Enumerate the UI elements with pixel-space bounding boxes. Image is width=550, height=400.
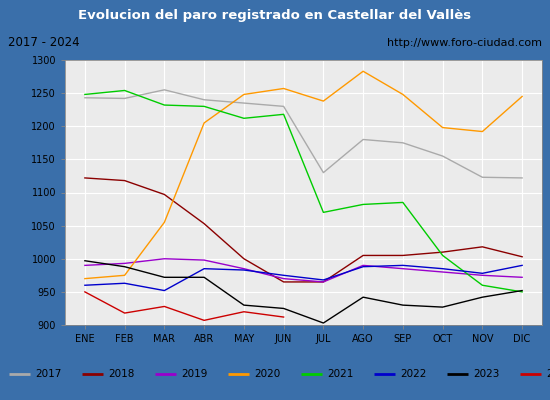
Text: http://www.foro-ciudad.com: http://www.foro-ciudad.com: [387, 38, 542, 48]
Text: 2017 - 2024: 2017 - 2024: [8, 36, 80, 49]
Text: 2024: 2024: [546, 369, 550, 379]
Text: Evolucion del paro registrado en Castellar del Vallès: Evolucion del paro registrado en Castell…: [79, 8, 471, 22]
Text: 2023: 2023: [474, 369, 499, 379]
Text: 2022: 2022: [400, 369, 427, 379]
Text: 2020: 2020: [254, 369, 280, 379]
Text: 2021: 2021: [327, 369, 354, 379]
Text: 2019: 2019: [181, 369, 207, 379]
Text: 2018: 2018: [108, 369, 134, 379]
Text: 2017: 2017: [35, 369, 62, 379]
